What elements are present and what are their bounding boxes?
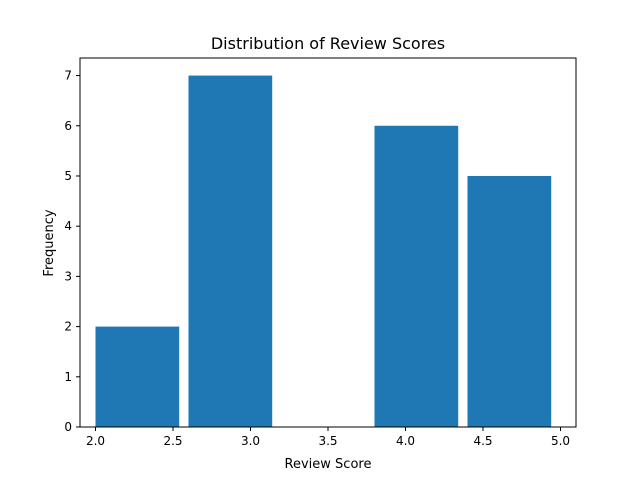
x-tick-label: 2.0 <box>86 434 105 448</box>
y-tick-label: 3 <box>64 269 72 283</box>
y-axis-label: Frequency <box>42 209 57 276</box>
y-tick-label: 1 <box>64 370 72 384</box>
histogram-bar <box>188 75 273 428</box>
plot-frame <box>79 57 577 428</box>
y-tick-label: 5 <box>64 169 72 183</box>
y-tick-label: 6 <box>64 119 72 133</box>
x-axis-label: Review Score <box>285 457 372 472</box>
histogram-bar <box>374 125 459 427</box>
x-tick-label: 5.0 <box>551 434 570 448</box>
y-tick-label: 4 <box>64 219 72 233</box>
x-tick-label: 4.5 <box>473 434 492 448</box>
y-tick-label: 0 <box>64 420 72 434</box>
x-tick-label: 2.5 <box>163 434 182 448</box>
bars-layer <box>95 75 552 428</box>
histogram-bar <box>95 326 180 427</box>
chart-title: Distribution of Review Scores <box>211 34 445 53</box>
x-tick-label: 3.5 <box>318 434 337 448</box>
y-tick-label: 2 <box>64 320 72 334</box>
y-tick-label: 7 <box>64 69 72 83</box>
x-tick-label: 3.0 <box>241 434 260 448</box>
ticks-layer: 2.0 2.5 3.0 3.5 4.0 4.5 5.0 0 1 2 3 4 5 6 7 <box>64 69 570 448</box>
histogram-bar <box>467 175 552 427</box>
x-tick-label: 4.0 <box>396 434 415 448</box>
